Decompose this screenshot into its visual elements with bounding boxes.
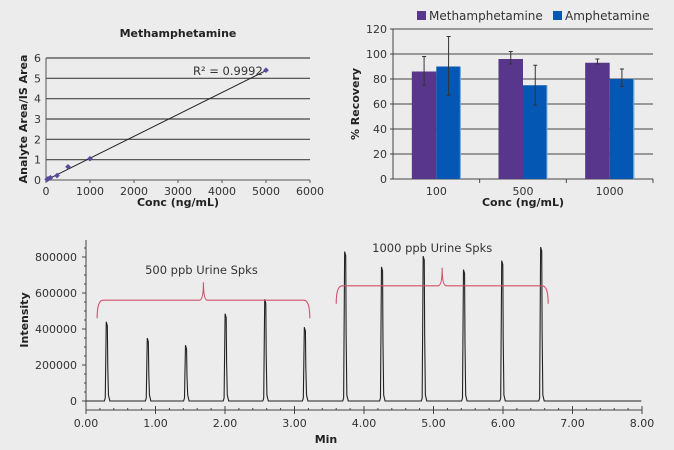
y-tick-label: 5	[34, 72, 41, 85]
x-tick-label: 4.00	[352, 417, 377, 430]
x-tick-label: 1000	[596, 185, 624, 198]
chromatogram: 0 200000 400000 600000 800000 0.00 1.00 2.00 3.0…	[18, 240, 654, 446]
x-tick-label: 500	[513, 185, 534, 198]
y-tick-label: 0	[70, 395, 77, 408]
chromatogram-trace	[86, 246, 642, 402]
y-tick-label: 100	[366, 48, 387, 61]
r-squared-label: R² = 0.9992	[193, 64, 263, 78]
y-tick-label: 600000	[35, 287, 77, 300]
bracket-0	[96, 282, 311, 319]
bar-methamphetamine	[498, 59, 523, 179]
y-tick-label: 2	[34, 133, 41, 146]
legend-swatch-methamphetamine	[417, 11, 426, 20]
y-tick-label: 20	[373, 148, 387, 161]
recovery-x-axis-label: Conc (ng/mL)	[482, 196, 564, 209]
bar-amphetamine	[609, 79, 635, 179]
chromatogram-y-axis-label: Intensity	[18, 292, 31, 347]
legend-label-amphetamine: Amphetamine	[565, 9, 650, 23]
x-tick-label: 3000	[164, 185, 192, 198]
y-tick-label: 40	[373, 123, 387, 136]
calibration-chart: Methamphetamine 0 1 2 3 4 5 6 0 1000 2000 3000 4000…	[17, 27, 324, 209]
x-tick-label: 1.00	[143, 417, 168, 430]
y-tick-label: 200000	[35, 359, 77, 372]
y-tick-label: 400000	[35, 323, 77, 336]
chromatogram-x-axis-label: Min	[315, 433, 338, 446]
y-tick-label: 60	[373, 98, 387, 111]
x-tick-label: 8.00	[630, 417, 655, 430]
x-tick-label: 2000	[120, 185, 148, 198]
recovery-y-axis-label: % Recovery	[349, 68, 362, 140]
x-tick-label: 1000	[76, 185, 104, 198]
bracket-1	[335, 267, 549, 304]
y-tick-label: 0	[380, 173, 387, 186]
recovery-chart: Methamphetamine Amphetamine 0 20 40 60 80 100…	[349, 9, 654, 209]
annotation-1000-ppb: 1000 ppb Urine Spks	[372, 241, 492, 255]
x-tick-label: 7.00	[560, 417, 585, 430]
y-tick-label: 3	[34, 113, 41, 126]
y-tick-label: 0	[34, 174, 41, 187]
x-tick-label: 6.00	[491, 417, 516, 430]
y-tick-label: 1	[34, 154, 41, 167]
trendline	[45, 70, 267, 181]
legend-label-methamphetamine: Methamphetamine	[429, 9, 543, 23]
y-tick-label: 120	[366, 23, 387, 36]
y-tick-label: 6	[34, 52, 41, 65]
y-tick-label: 4	[34, 93, 41, 106]
x-tick-label: 2.00	[213, 417, 238, 430]
bar-methamphetamine	[585, 62, 610, 179]
x-tick-label: 100	[426, 185, 447, 198]
data-point	[263, 67, 269, 74]
x-tick-label: 3.00	[282, 417, 307, 430]
calibration-x-axis-label: Conc (ng/mL)	[137, 196, 219, 209]
x-tick-label: 6000	[296, 185, 324, 198]
bar-methamphetamine	[411, 71, 437, 179]
x-tick-label: 4000	[208, 185, 236, 198]
annotation-500-ppb: 500 ppb Urine Spks	[145, 263, 258, 277]
data-point	[87, 155, 93, 162]
data-point	[65, 163, 71, 170]
legend-swatch-amphetamine	[553, 11, 562, 20]
x-tick-label: 0.00	[74, 417, 99, 430]
x-tick-label: 5.00	[421, 417, 446, 430]
calibration-chart-title: Methamphetamine	[120, 27, 237, 40]
x-tick-label: 0	[43, 185, 50, 198]
x-tick-label: 5000	[252, 185, 280, 198]
calibration-y-axis-label: Analyte Area/IS Area	[17, 55, 30, 184]
y-tick-label: 80	[373, 73, 387, 86]
y-tick-label: 800000	[35, 251, 77, 264]
